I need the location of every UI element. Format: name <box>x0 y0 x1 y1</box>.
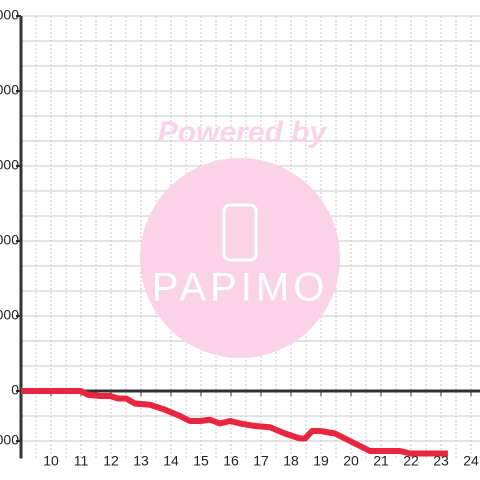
x-tick-label: 15 <box>193 453 209 469</box>
watermark-logo: PAPIMO <box>152 266 329 310</box>
x-tick-label: 24 <box>463 453 479 469</box>
x-tick-label: 20 <box>343 453 359 469</box>
x-tick-label: 11 <box>74 453 89 469</box>
x-tick-label: 10 <box>43 453 59 469</box>
data-line <box>21 388 448 457</box>
watermark: Powered by PAPIMO <box>140 116 340 358</box>
watermark-text: Powered by <box>158 116 328 149</box>
x-tick-label: 21 <box>373 453 389 469</box>
y-tick-label: 0 <box>11 382 19 398</box>
x-tick-label: 22 <box>403 453 419 469</box>
watermark-circle <box>140 158 340 358</box>
y-tick-label: 90,000 <box>0 157 19 173</box>
x-tick-label: 19 <box>313 453 329 469</box>
y-tick-label: -20,000 <box>0 432 19 448</box>
logo-icon <box>222 203 258 262</box>
x-tick-label: 23 <box>433 453 449 469</box>
x-tick-label: 14 <box>163 453 179 469</box>
y-tick-label: 120,000 <box>0 82 19 98</box>
y-tick-label: 60,000 <box>0 232 19 248</box>
y-tick-label: 30,000 <box>0 307 19 323</box>
x-tick-label: 12 <box>103 453 119 469</box>
x-tick-label: 18 <box>283 453 299 469</box>
y-tick-label: 150,000 <box>0 7 19 23</box>
x-tick-label: 13 <box>133 453 149 469</box>
x-tick-label: 17 <box>253 453 269 469</box>
x-tick-label: 16 <box>223 453 239 469</box>
